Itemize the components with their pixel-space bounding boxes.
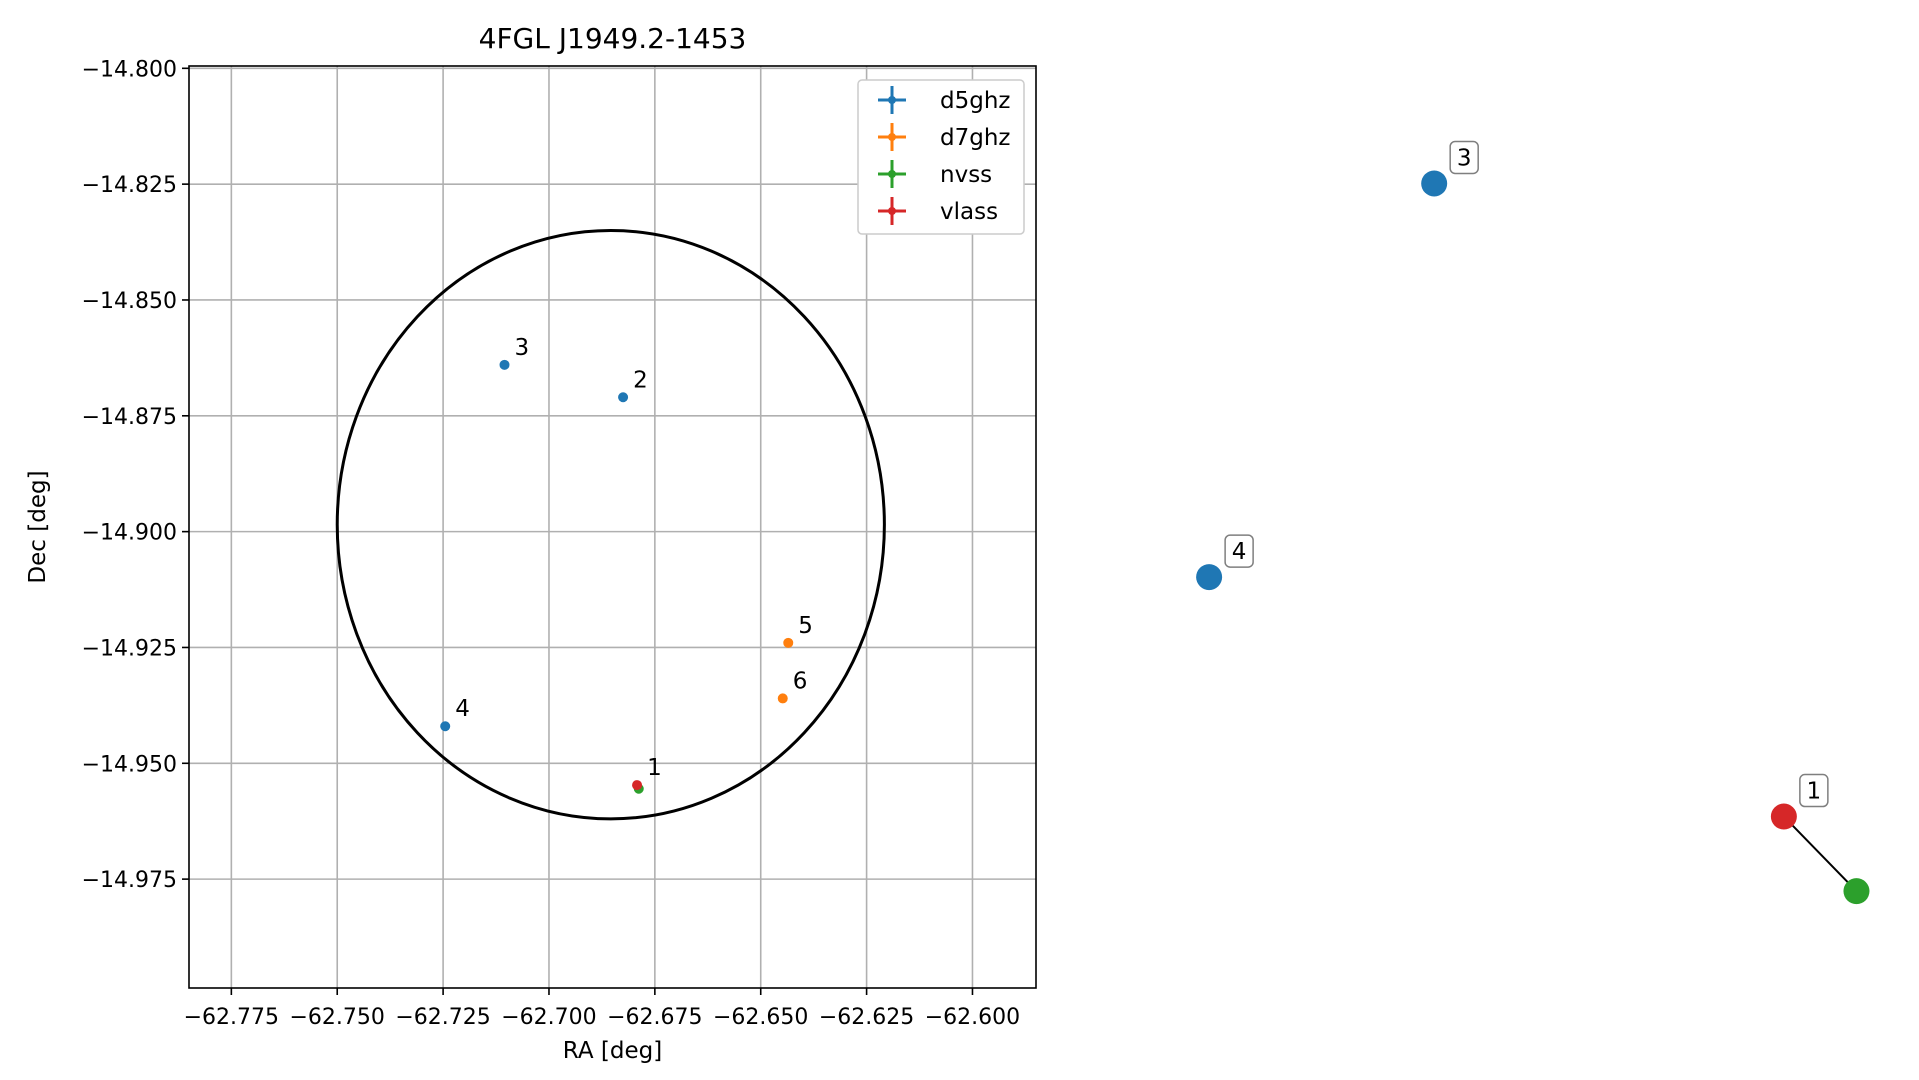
- data-point-d5ghz: [618, 392, 629, 403]
- point-label: 1: [647, 755, 662, 781]
- graph-node: [1421, 170, 1448, 197]
- point-label: 2: [633, 367, 648, 393]
- graph-node: [1770, 803, 1797, 830]
- node-label: 3: [1449, 140, 1479, 175]
- legend-label-vlass: vlass: [940, 199, 998, 225]
- x-tick-label: −62.650: [713, 1005, 808, 1030]
- node-label-text: 1: [1807, 779, 1822, 805]
- legend-box: [857, 79, 1025, 235]
- node-label-text: 3: [1457, 145, 1472, 171]
- point-label: 3: [515, 335, 530, 361]
- y-tick-label: −14.875: [82, 405, 177, 430]
- x-tick-label: −62.750: [290, 1005, 385, 1030]
- node-label-box: [1224, 534, 1254, 568]
- y-tick-label: −14.825: [82, 173, 177, 198]
- legend-marker-dot: [888, 133, 896, 141]
- node-label: 4: [1224, 534, 1254, 568]
- y-tick-label: −14.975: [82, 868, 177, 893]
- y-tick-label: −14.925: [82, 636, 177, 661]
- x-tick-label: −62.700: [501, 1005, 596, 1030]
- localization-ellipse: [335, 228, 886, 821]
- legend: d5ghz d7ghz nvss vlass: [857, 79, 1025, 235]
- x-tick-label: −62.725: [395, 1005, 490, 1030]
- legend-marker-dot: [888, 207, 896, 215]
- x-tick-label: −62.625: [819, 1005, 914, 1030]
- node-label-box: [1449, 140, 1479, 175]
- legend-label-nvss: nvss: [940, 162, 992, 188]
- legend-marker-dot: [888, 96, 896, 104]
- chart-title: 4FGL J1949.2-1453: [479, 22, 747, 55]
- point-label: 4: [455, 696, 470, 722]
- x-axis-label: RA [deg]: [563, 1038, 662, 1064]
- node-label: 1: [1799, 773, 1829, 808]
- y-tick-label: −14.950: [82, 752, 177, 777]
- data-point-d7ghz: [777, 693, 788, 704]
- legend-label-d5ghz: d5ghz: [940, 88, 1010, 114]
- legend-marker-dot: [888, 170, 896, 178]
- axes-frame: [188, 65, 1037, 989]
- y-tick-label: −14.800: [82, 57, 177, 82]
- x-tick-label: −62.675: [607, 1005, 702, 1030]
- grid-lines: [189, 66, 1036, 988]
- data-point-vlass: [632, 780, 643, 791]
- y-tick-label: −14.850: [82, 289, 177, 314]
- link-line: [1783, 815, 1858, 892]
- y-axis-label: Dec [deg]: [25, 470, 51, 583]
- point-label: 6: [793, 668, 808, 694]
- x-tick-label: −62.775: [184, 1005, 279, 1030]
- y-tick-label: −14.900: [82, 521, 177, 546]
- node-label-text: 4: [1232, 539, 1247, 565]
- node-label-box: [1799, 773, 1829, 808]
- graph-node: [1843, 878, 1870, 905]
- data-point-d7ghz: [783, 637, 794, 648]
- x-tick-label: −62.600: [925, 1005, 1020, 1030]
- data-point-d5ghz: [440, 721, 451, 732]
- legend-label-d7ghz: d7ghz: [940, 125, 1010, 151]
- graph-node: [1196, 564, 1223, 591]
- data-point-d5ghz: [499, 359, 510, 370]
- point-label: 5: [798, 613, 813, 639]
